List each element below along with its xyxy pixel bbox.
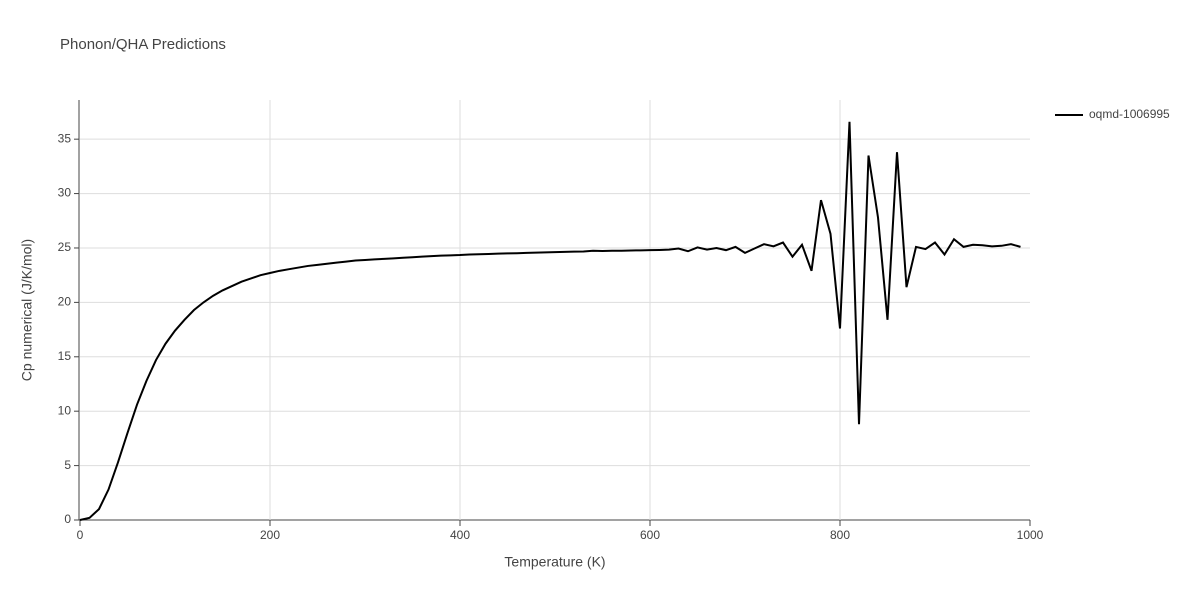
y-tick-label: 35 — [58, 131, 72, 145]
chart-title: Phonon/QHA Predictions — [60, 36, 226, 53]
x-tick-label: 0 — [77, 528, 84, 542]
y-tick-label: 30 — [58, 186, 72, 200]
y-tick-label: 25 — [58, 240, 72, 254]
x-tick-label: 600 — [640, 528, 660, 542]
y-tick-label: 20 — [58, 295, 72, 309]
x-tick-label: 800 — [830, 528, 850, 542]
x-tick-label: 200 — [260, 528, 280, 542]
y-tick-label: 10 — [58, 403, 72, 417]
x-axis-title: Temperature (K) — [504, 554, 605, 570]
y-axis-title: Cp numerical (J/K/mol) — [19, 239, 35, 381]
y-tick-label: 0 — [64, 512, 71, 526]
y-tick-label: 15 — [58, 349, 72, 363]
line — [79, 121, 1021, 521]
y-tick-label: 5 — [64, 458, 71, 472]
x-tick-label: 400 — [450, 528, 470, 542]
x-tick-label: 1000 — [1017, 528, 1044, 542]
legend-label: oqmd-1006995 — [1089, 107, 1170, 121]
